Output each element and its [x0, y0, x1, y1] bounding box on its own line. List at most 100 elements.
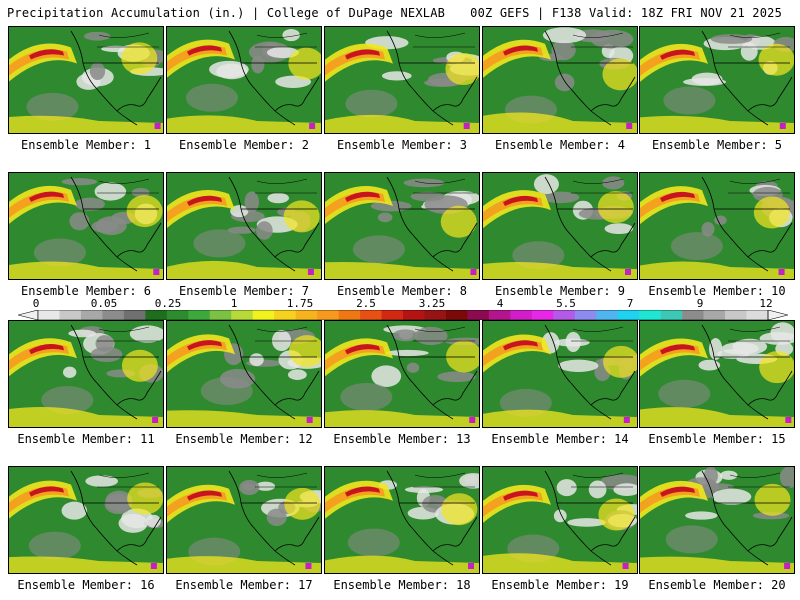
ensemble-member-panel: Ensemble Member: 7 — [166, 172, 322, 298]
precip-map — [324, 320, 480, 428]
colorbar-swatch — [639, 310, 661, 320]
colorbar-swatch — [145, 310, 168, 320]
colorbar-outline — [37, 310, 769, 320]
ensemble-member-panel: Ensemble Member: 17 — [166, 466, 322, 592]
colorbar-swatch — [295, 310, 318, 320]
member-label: Ensemble Member: 11 — [17, 432, 155, 446]
precip-map — [8, 26, 164, 134]
colorbar-tick-label: 1.75 — [286, 297, 314, 310]
precip-map — [482, 26, 638, 134]
colorbar-swatch — [274, 310, 296, 320]
precip-map — [324, 26, 480, 134]
colorbar-tick-label: 0.05 — [90, 297, 118, 310]
member-label: Ensemble Member: 8 — [336, 284, 468, 298]
colorbar-swatch — [660, 310, 683, 320]
ensemble-member-panel: Ensemble Member: 20 — [639, 466, 795, 592]
ensemble-member-panel: Ensemble Member: 4 — [482, 26, 638, 152]
precip-map — [639, 320, 795, 428]
member-label: Ensemble Member: 7 — [178, 284, 310, 298]
colorbar-swatch — [746, 310, 769, 320]
colorbar-swatch — [510, 310, 533, 320]
colorbar-swatch — [80, 310, 103, 320]
colorbar-swatch — [38, 310, 60, 320]
colorbar-swatch — [317, 310, 339, 320]
colorbar-swatch — [360, 310, 382, 320]
colorbar-swatch — [445, 310, 468, 320]
colorbar-swatch — [617, 310, 640, 320]
precip-map — [639, 466, 795, 574]
member-label: Ensemble Member: 6 — [20, 284, 152, 298]
colorbar-right-arrow — [767, 310, 788, 320]
ensemble-member-panel: Ensemble Member: 5 — [639, 26, 795, 152]
precip-map — [8, 172, 164, 280]
colorbar-swatch — [403, 310, 425, 320]
ensemble-member-panel: Ensemble Member: 6 — [8, 172, 164, 298]
run-info: 00Z GEFS | F138 Valid: 18Z FRI NOV 21 20… — [470, 6, 782, 20]
ensemble-member-panel: Ensemble Member: 2 — [166, 26, 322, 152]
member-label: Ensemble Member: 4 — [494, 138, 626, 152]
precip-map — [166, 320, 322, 428]
colorbar-tick-label: 5.5 — [556, 297, 576, 310]
colorbar-swatch — [123, 310, 146, 320]
colorbar-left-arrow — [18, 310, 39, 320]
colorbar-tick-label: 1 — [230, 297, 238, 310]
ensemble-member-panel: Ensemble Member: 18 — [324, 466, 480, 592]
ensemble-member-panel: Ensemble Member: 11 — [8, 320, 164, 446]
ensemble-member-panel: Ensemble Member: 14 — [482, 320, 638, 446]
precip-map — [166, 26, 322, 134]
precip-map — [639, 172, 795, 280]
precip-map — [166, 172, 322, 280]
precip-map — [482, 172, 638, 280]
precip-map — [166, 466, 322, 574]
colorbar-swatch — [209, 310, 232, 320]
colorbar-swatch — [488, 310, 511, 320]
colorbar-labels: 0 0.05 0.25 1 1.75 2.5 3.25 4 5.5 7 9 12 — [18, 297, 788, 310]
colorbar-swatch — [252, 310, 275, 320]
precip-map — [324, 466, 480, 574]
member-label: Ensemble Member: 9 — [494, 284, 626, 298]
colorbar-scale — [18, 310, 788, 320]
colorbar-swatch — [188, 310, 211, 320]
precip-map — [324, 172, 480, 280]
colorbar-tick-label: 0.25 — [154, 297, 182, 310]
colorbar-swatch — [467, 310, 490, 320]
ensemble-member-panel: Ensemble Member: 15 — [639, 320, 795, 446]
colorbar-tick-label: 7 — [626, 297, 634, 310]
member-label: Ensemble Member: 18 — [333, 578, 471, 592]
ensemble-member-panel: Ensemble Member: 9 — [482, 172, 638, 298]
colorbar-swatch — [59, 310, 82, 320]
colorbar-swatch — [703, 310, 726, 320]
colorbar-swatch — [553, 310, 576, 320]
colorbar: 0 0.05 0.25 1 1.75 2.5 3.25 4 5.5 7 9 12 — [18, 297, 788, 323]
member-label: Ensemble Member: 5 — [651, 138, 783, 152]
ensemble-member-panel: Ensemble Member: 16 — [8, 466, 164, 592]
member-label: Ensemble Member: 10 — [648, 284, 786, 298]
member-label: Ensemble Member: 16 — [17, 578, 155, 592]
member-label: Ensemble Member: 15 — [648, 432, 786, 446]
precip-map — [8, 320, 164, 428]
member-label: Ensemble Member: 19 — [491, 578, 629, 592]
page-title: Precipitation Accumulation (in.) | Colle… — [7, 6, 446, 20]
colorbar-tick-label: 2.5 — [356, 297, 376, 310]
member-label: Ensemble Member: 2 — [178, 138, 310, 152]
member-label: Ensemble Member: 3 — [336, 138, 468, 152]
colorbar-swatch — [102, 310, 125, 320]
colorbar-swatch — [682, 310, 704, 320]
colorbar-swatch — [381, 310, 404, 320]
member-label: Ensemble Member: 17 — [175, 578, 313, 592]
colorbar-swatch — [596, 310, 619, 320]
ensemble-member-panel: Ensemble Member: 13 — [324, 320, 480, 446]
member-label: Ensemble Member: 12 — [175, 432, 313, 446]
colorbar-swatch — [725, 310, 747, 320]
colorbar-swatch — [166, 310, 189, 320]
member-label: Ensemble Member: 14 — [491, 432, 629, 446]
colorbar-tick-label: 3.25 — [418, 297, 446, 310]
ensemble-member-panel: Ensemble Member: 3 — [324, 26, 480, 152]
colorbar-swatch — [231, 310, 254, 320]
ensemble-member-panel: Ensemble Member: 19 — [482, 466, 638, 592]
colorbar-tick-label: 12 — [759, 297, 773, 310]
colorbar-tick-label: 0 — [32, 297, 40, 310]
precip-map — [639, 26, 795, 134]
ensemble-member-panel: Ensemble Member: 12 — [166, 320, 322, 446]
